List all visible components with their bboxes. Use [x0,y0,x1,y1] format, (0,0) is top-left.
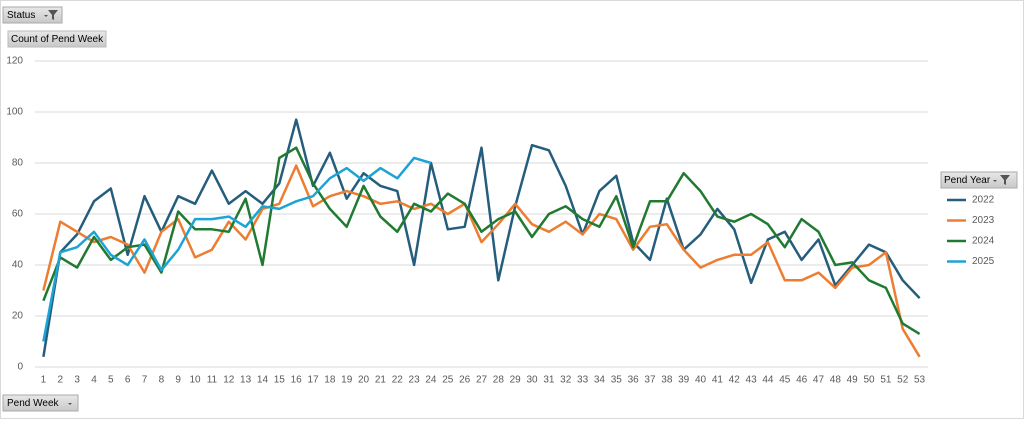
x-tick-label: 20 [358,375,370,386]
y-tick-label: 120 [6,56,23,67]
x-tick-label: 5 [108,375,114,386]
x-tick-label: 30 [526,375,538,386]
x-tick-label: 44 [762,375,774,386]
x-tick-label: 23 [409,375,421,386]
x-tick-label: 47 [813,375,825,386]
x-tick-label: 46 [796,375,808,386]
x-tick-label: 25 [442,375,454,386]
x-tick-label: 41 [712,375,724,386]
x-tick-label: 33 [577,375,589,386]
values-label: Count of Pend Week [11,34,104,45]
legend-label: 2025 [972,256,995,267]
x-tick-label: 3 [74,375,80,386]
legend-field-button[interactable]: Pend Year [940,171,1018,189]
values-field-button[interactable]: Count of Pend Week [7,30,107,48]
legend-label: 2023 [972,215,995,226]
x-tick-label: 32 [560,375,572,386]
x-tick-label: 35 [611,375,623,386]
series-line [42,118,921,357]
axis-field-button[interactable]: Pend Week [2,394,79,412]
axis-label: Pend Week [7,398,60,409]
x-tick-label: 11 [207,375,218,386]
y-tick-label: 80 [12,158,24,169]
x-tick-label: 1 [41,375,47,386]
x-tick-label: 21 [375,375,387,386]
legend-label: 2024 [972,236,995,247]
x-tick-label: 42 [729,375,741,386]
x-tick-label: 28 [493,375,505,386]
y-tick-label: 20 [12,311,24,322]
x-tick-label: 38 [661,375,673,386]
x-tick-label: 31 [543,375,555,386]
x-tick-label: 37 [644,375,656,386]
filter-label: Status [7,10,35,21]
x-tick-label: 16 [291,375,303,386]
y-tick-label: 40 [12,260,24,271]
x-tick-label: 50 [863,375,875,386]
x-tick-label: 48 [830,375,842,386]
x-tick-label: 4 [91,375,97,386]
x-tick-label: 6 [125,375,131,386]
x-tick-label: 15 [274,375,286,386]
x-tick-label: 51 [880,375,892,386]
x-tick-label: 43 [746,375,758,386]
x-tick-label: 19 [341,375,353,386]
x-tick-label: 12 [223,375,235,386]
x-tick-label: 10 [190,375,202,386]
series-line [42,146,921,335]
x-tick-label: 17 [307,375,319,386]
x-tick-label: 36 [628,375,640,386]
x-tick-label: 40 [695,375,707,386]
series-line [42,156,432,342]
x-tick-label: 18 [324,375,336,386]
x-tick-label: 27 [476,375,488,386]
y-tick-label: 100 [6,107,23,118]
x-tick-label: 26 [459,375,471,386]
status-filter-button[interactable]: Status [2,6,63,24]
x-tick-label: 29 [510,375,522,386]
legend-label: 2022 [972,195,995,206]
y-tick-label: 60 [12,209,24,220]
x-tick-label: 7 [142,375,148,386]
x-tick-label: 14 [257,375,269,386]
x-tick-label: 22 [392,375,404,386]
series-line [42,164,921,358]
x-tick-label: 13 [240,375,252,386]
x-tick-label: 39 [678,375,690,386]
x-tick-label: 2 [57,375,63,386]
x-tick-label: 53 [914,375,926,386]
x-tick-label: 52 [897,375,909,386]
x-tick-label: 8 [159,375,165,386]
y-tick-label: 0 [17,362,23,373]
x-tick-label: 49 [847,375,859,386]
x-tick-label: 9 [175,375,181,386]
x-tick-label: 24 [425,375,437,386]
legend-title: Pend Year [944,175,991,186]
x-tick-label: 45 [779,375,791,386]
x-tick-label: 34 [594,375,606,386]
